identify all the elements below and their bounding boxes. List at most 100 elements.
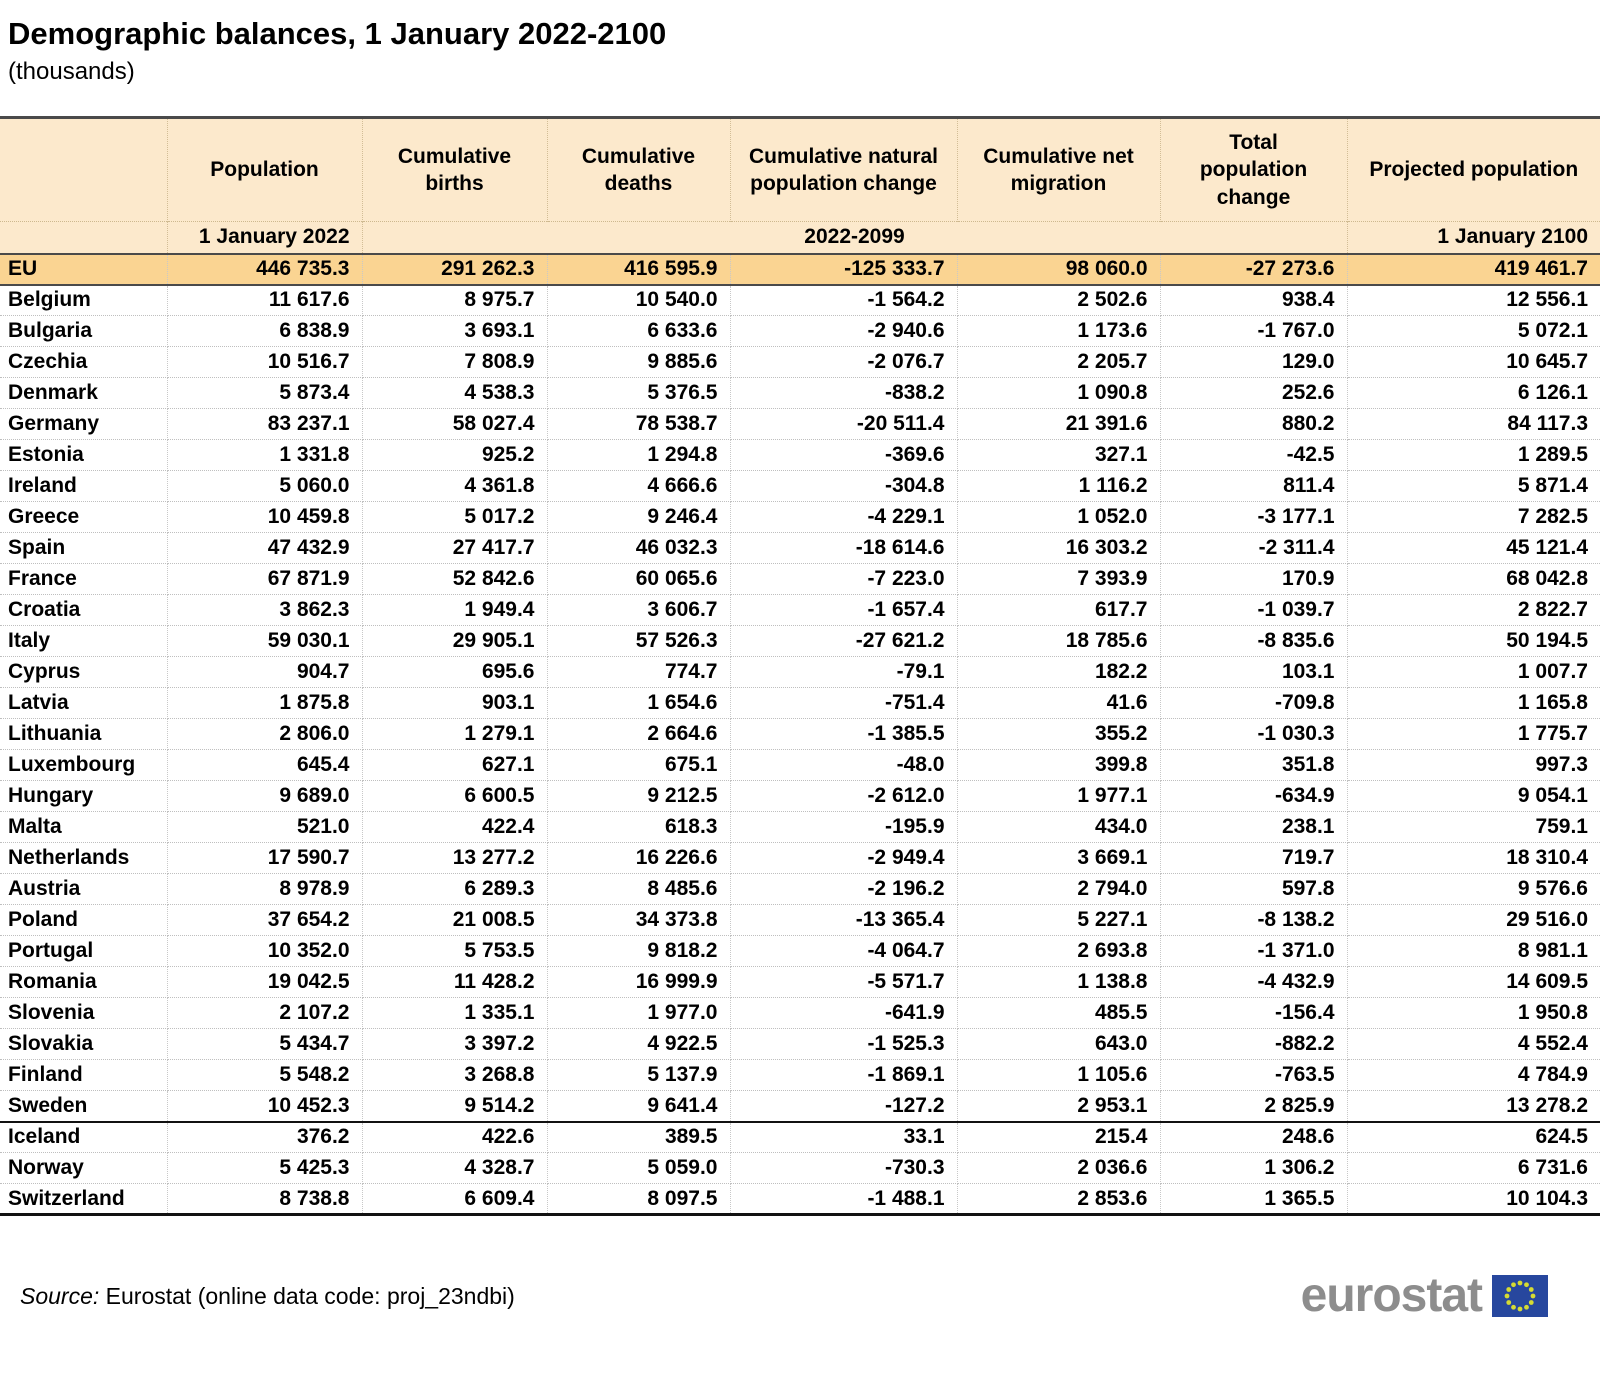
value-cell: 8 738.8 [167, 1183, 363, 1216]
value-cell: -763.5 [1160, 1059, 1348, 1091]
table-row: Greece 10 459.8 5 017.2 9 246.4 -4 229.1… [0, 501, 1600, 533]
value-cell: 6 289.3 [362, 873, 548, 905]
value-cell: 46 032.3 [547, 532, 731, 564]
value-cell: 618.3 [547, 811, 731, 843]
country-name: Lithuania [0, 718, 168, 750]
country-name: Poland [0, 904, 168, 936]
value-cell: -634.9 [1160, 780, 1348, 812]
value-cell: -838.2 [730, 377, 958, 409]
value-cell: 2 953.1 [957, 1090, 1161, 1122]
value-cell: 645.4 [167, 749, 363, 781]
country-name: Finland [0, 1059, 168, 1091]
value-cell: 2 664.6 [547, 718, 731, 750]
page-title: Demographic balances, 1 January 2022-210… [8, 16, 667, 51]
value-cell: 8 978.9 [167, 873, 363, 905]
column-header-cumulative-deaths: Cumulative deaths [547, 116, 731, 222]
country-name: Germany [0, 408, 168, 440]
country-name: Croatia [0, 594, 168, 626]
value-cell: 6 633.6 [547, 315, 731, 347]
value-cell: 8 975.7 [362, 284, 548, 316]
table-row: Lithuania 2 806.0 1 279.1 2 664.6 -1 385… [0, 718, 1600, 750]
value-cell: 13 278.2 [1347, 1090, 1600, 1122]
corner-cell [0, 221, 168, 254]
value-cell: -1 371.0 [1160, 935, 1348, 967]
column-header-natural-population-change: Cumulative natural population change [730, 116, 958, 222]
value-cell: 9 689.0 [167, 780, 363, 812]
table-row: EU 446 735.3 291 262.3 416 595.9 -125 33… [0, 252, 1600, 286]
table-row: Italy 59 030.1 29 905.1 57 526.3 -27 621… [0, 625, 1600, 657]
footer: Source: Eurostat (online data code: proj… [0, 1272, 1600, 1320]
value-cell: 2 693.8 [957, 935, 1161, 967]
table-row: Belgium 11 617.6 8 975.7 10 540.0 -1 564… [0, 284, 1600, 316]
value-cell: 1 007.7 [1347, 656, 1600, 688]
value-cell: 5 434.7 [167, 1028, 363, 1060]
value-cell: 4 538.3 [362, 377, 548, 409]
value-cell: -304.8 [730, 470, 958, 502]
value-cell: -2 196.2 [730, 873, 958, 905]
table-row: Iceland 376.2 422.6 389.5 33.1 215.4 248… [0, 1120, 1600, 1153]
value-cell: -2 949.4 [730, 842, 958, 874]
value-cell: 18 310.4 [1347, 842, 1600, 874]
value-cell: 84 117.3 [1347, 408, 1600, 440]
value-cell: 759.1 [1347, 811, 1600, 843]
country-name: EU [0, 252, 168, 286]
demographic-balances-table: Population Cumulative births Cumulative … [0, 116, 1600, 1216]
value-cell: -8 138.2 [1160, 904, 1348, 936]
value-cell: -156.4 [1160, 997, 1348, 1029]
value-cell: 9 576.6 [1347, 873, 1600, 905]
value-cell: 68 042.8 [1347, 563, 1600, 595]
value-cell: -1 564.2 [730, 284, 958, 316]
value-cell: 41.6 [957, 687, 1161, 719]
value-cell: 1 775.7 [1347, 718, 1600, 750]
country-name: Belgium [0, 284, 168, 316]
value-cell: 11 428.2 [362, 966, 548, 998]
value-cell: -369.6 [730, 439, 958, 471]
value-cell: 5 060.0 [167, 470, 363, 502]
value-cell: 11 617.6 [167, 284, 363, 316]
table-row: Cyprus 904.7 695.6 774.7 -79.1 182.2 103… [0, 656, 1600, 688]
value-cell: 997.3 [1347, 749, 1600, 781]
value-cell: 1 950.8 [1347, 997, 1600, 1029]
table-row: Netherlands 17 590.7 13 277.2 16 226.6 -… [0, 842, 1600, 874]
value-cell: 78 538.7 [547, 408, 731, 440]
value-cell: 1 165.8 [1347, 687, 1600, 719]
value-cell: -730.3 [730, 1152, 958, 1184]
country-name: Ireland [0, 470, 168, 502]
value-cell: 10 516.7 [167, 346, 363, 378]
value-cell: 60 065.6 [547, 563, 731, 595]
value-cell: -3 177.1 [1160, 501, 1348, 533]
value-cell: 129.0 [1160, 346, 1348, 378]
value-cell: 422.6 [362, 1120, 548, 1153]
table-row: Germany 83 237.1 58 027.4 78 538.7 -20 5… [0, 408, 1600, 440]
table-row: Bulgaria 6 838.9 3 693.1 6 633.6 -2 940.… [0, 315, 1600, 347]
value-cell: 58 027.4 [362, 408, 548, 440]
value-cell: 4 666.6 [547, 470, 731, 502]
value-cell: 8 485.6 [547, 873, 731, 905]
value-cell: 17 590.7 [167, 842, 363, 874]
value-cell: 2 107.2 [167, 997, 363, 1029]
value-cell: 1 875.8 [167, 687, 363, 719]
value-cell: 719.7 [1160, 842, 1348, 874]
column-header-row: Population Cumulative births Cumulative … [0, 116, 1600, 222]
value-cell: 10 352.0 [167, 935, 363, 967]
column-header-cumulative-births: Cumulative births [362, 116, 548, 222]
value-cell: 10 104.3 [1347, 1183, 1600, 1216]
country-name: Latvia [0, 687, 168, 719]
value-cell: 1 949.4 [362, 594, 548, 626]
value-cell: 47 432.9 [167, 532, 363, 564]
period-1-january-2100: 1 January 2100 [1347, 221, 1600, 254]
value-cell: 5 873.4 [167, 377, 363, 409]
table-row: France 67 871.9 52 842.6 60 065.6 -7 223… [0, 563, 1600, 595]
table-row: Ireland 5 060.0 4 361.8 4 666.6 -304.8 1… [0, 470, 1600, 502]
value-cell: 2 853.6 [957, 1183, 1161, 1216]
column-header-population: Population [167, 116, 363, 222]
value-cell: 6 609.4 [362, 1183, 548, 1216]
value-cell: -751.4 [730, 687, 958, 719]
value-cell: 6 126.1 [1347, 377, 1600, 409]
value-cell: 1 331.8 [167, 439, 363, 471]
table-row: Switzerland 8 738.8 6 609.4 8 097.5 -1 4… [0, 1183, 1600, 1216]
country-name: Netherlands [0, 842, 168, 874]
country-name: Slovenia [0, 997, 168, 1029]
table-row: Slovakia 5 434.7 3 397.2 4 922.5 -1 525.… [0, 1028, 1600, 1060]
country-name: Iceland [0, 1120, 168, 1153]
